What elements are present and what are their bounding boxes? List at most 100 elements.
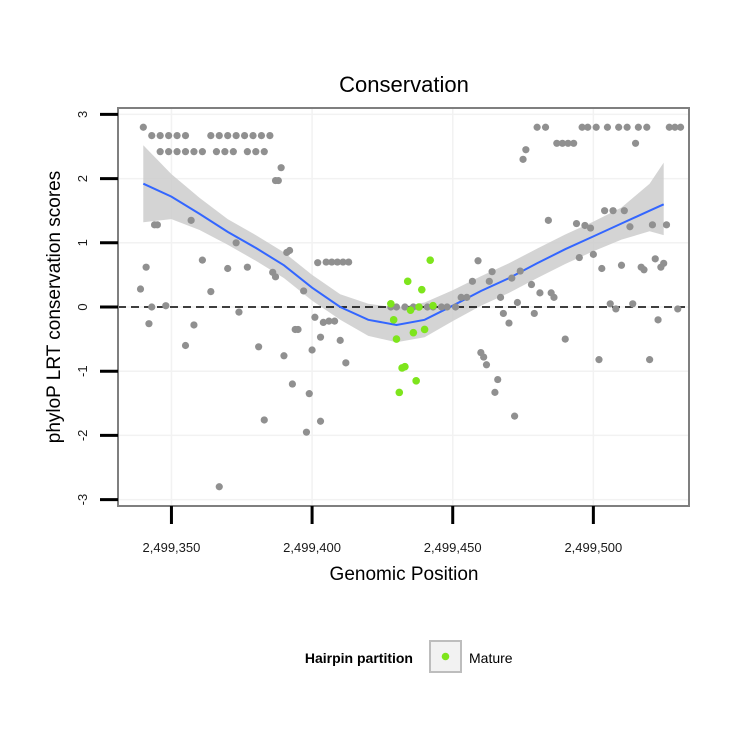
data-point [401, 303, 409, 311]
data-point [181, 341, 190, 350]
data-point [255, 343, 263, 351]
data-point [499, 309, 507, 318]
data-point [648, 221, 657, 229]
data-point [235, 308, 243, 316]
data-point [536, 289, 544, 297]
data-point [665, 123, 673, 131]
data-point [288, 380, 296, 388]
data-point [626, 223, 634, 231]
data-point [634, 123, 642, 131]
data-point [392, 303, 401, 311]
data-point [257, 132, 266, 140]
data-point [629, 300, 637, 308]
x-tick-label: 2,499,400 [283, 540, 341, 555]
mature-data-point [426, 256, 435, 264]
data-point [215, 483, 223, 491]
data-point [575, 253, 583, 262]
data-point [336, 336, 344, 344]
data-point [558, 139, 567, 147]
data-point [319, 318, 327, 327]
data-point [165, 132, 173, 140]
data-point [519, 155, 527, 163]
data-point [606, 300, 614, 308]
data-point [423, 303, 432, 311]
data-point [651, 255, 659, 263]
data-point [631, 139, 640, 147]
data-point [541, 123, 550, 131]
data-point [243, 148, 251, 156]
y-axis-title: phyloP LRT conservation scores [44, 171, 65, 444]
data-point [617, 261, 626, 269]
x-axis: 2,499,350 2,499,400 2,499,450 2,499,500 [143, 506, 622, 555]
mature-data-point [406, 306, 415, 315]
mature-data-point [395, 388, 404, 397]
data-point [609, 207, 617, 215]
y-tick-label: -3 [75, 494, 90, 506]
data-point [643, 123, 651, 131]
data-point [522, 146, 530, 154]
data-point [491, 388, 499, 396]
data-point [586, 224, 595, 232]
data-point [181, 132, 190, 140]
data-point [260, 416, 268, 424]
data-point [508, 274, 516, 282]
data-point [314, 259, 322, 267]
data-point [578, 123, 586, 131]
data-point [139, 123, 147, 131]
y-tick-label: 3 [75, 111, 90, 118]
mature-data-point [392, 335, 401, 343]
x-tick-label: 2,499,350 [143, 540, 201, 555]
data-point [480, 353, 488, 361]
data-point [603, 123, 612, 131]
data-point [516, 267, 524, 275]
data-point [187, 216, 195, 224]
data-point [601, 207, 609, 215]
data-point [277, 164, 285, 172]
data-point [190, 148, 198, 156]
data-point [581, 221, 589, 230]
data-point [240, 132, 249, 140]
data-point [333, 258, 341, 266]
data-point [488, 268, 496, 276]
data-point [468, 277, 477, 285]
y-tick-label: 1 [75, 239, 90, 246]
data-point [550, 293, 558, 301]
mature-data-point [403, 277, 412, 286]
data-point [457, 293, 465, 301]
data-point [496, 293, 505, 301]
data-point [572, 219, 581, 228]
mature-data-point [412, 377, 420, 385]
data-point [243, 263, 251, 271]
data-point [530, 309, 538, 318]
y-axis: -3 -2 -1 0 1 2 3 [75, 111, 118, 506]
data-point [322, 258, 330, 266]
data-point [660, 259, 668, 267]
data-point [274, 176, 282, 185]
data-point [437, 303, 446, 311]
data-point [330, 317, 339, 325]
data-point [595, 356, 603, 364]
data-point [620, 207, 628, 215]
data-point [224, 264, 232, 273]
data-point [485, 277, 493, 285]
mature-data-point [420, 325, 429, 334]
data-points [136, 123, 685, 491]
data-point [328, 258, 336, 266]
data-point [266, 132, 274, 140]
data-point [207, 132, 215, 140]
data-point [623, 123, 631, 131]
data-point [612, 305, 620, 313]
data-point [676, 123, 685, 131]
mature-data-point [401, 362, 409, 371]
data-point [156, 132, 164, 140]
mature-data-point [387, 299, 395, 308]
data-point [674, 305, 682, 313]
data-point [316, 333, 325, 341]
data-point [232, 239, 240, 247]
data-point [482, 361, 491, 369]
data-point [463, 293, 471, 301]
data-point [662, 221, 671, 229]
data-point [654, 316, 662, 324]
data-point [533, 123, 541, 131]
data-point [153, 221, 161, 229]
